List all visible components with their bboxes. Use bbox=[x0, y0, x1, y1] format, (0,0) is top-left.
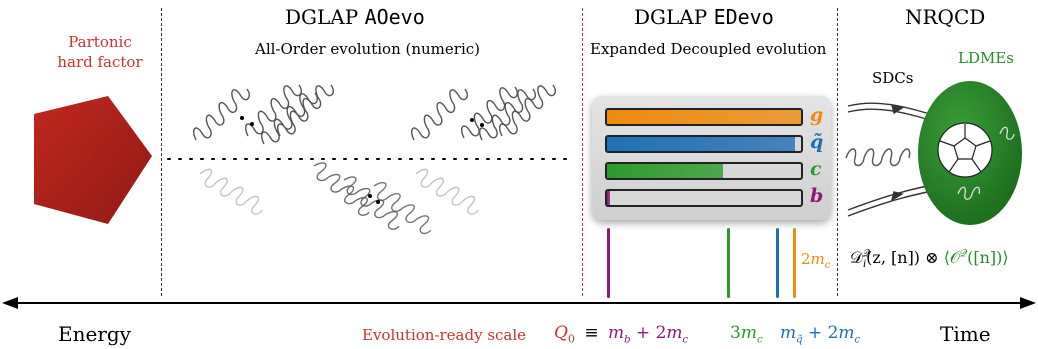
q0-symbol: Q bbox=[554, 323, 568, 343]
three-mc-sub: c bbox=[756, 334, 763, 346]
tick-mq-threshold bbox=[776, 228, 779, 298]
tick-2mc bbox=[793, 228, 796, 298]
channel-row bbox=[605, 189, 803, 207]
formula-args: (z, [n]) bbox=[866, 248, 921, 267]
ready-scale-label: Evolution-ready scale bbox=[362, 326, 527, 344]
mb-rest: + 2 bbox=[630, 323, 667, 343]
pentagon-icon bbox=[34, 96, 152, 224]
mb-expression: mb + 2mc bbox=[608, 323, 689, 346]
gluon-spring-icon bbox=[188, 78, 559, 237]
label-2mc-num: 2 bbox=[801, 250, 811, 268]
partonic-label-line1: Partonic bbox=[68, 33, 132, 51]
mq-m2: m bbox=[838, 323, 855, 343]
factorization-formula: 𝒟𝒬i(z, [n]) ⊗ ⟨𝒪𝒬([n])⟩ bbox=[850, 248, 1009, 270]
tick-b-threshold bbox=[607, 228, 610, 298]
channel-bar-fill bbox=[607, 191, 610, 205]
channel-bar-fill bbox=[607, 110, 801, 124]
label-2mc-sub: c bbox=[824, 260, 831, 271]
edevo-title: DGLAP EDevo bbox=[634, 5, 774, 29]
mq-sub2: c bbox=[854, 334, 861, 346]
channel-panel: g q̃ c b bbox=[592, 96, 831, 220]
dodecahedron-icon bbox=[937, 122, 993, 178]
formula-D-sup: 𝒬 bbox=[862, 248, 870, 260]
mq-m: m bbox=[780, 323, 797, 343]
mq-sub: q̃ bbox=[796, 334, 803, 346]
channel-row bbox=[605, 108, 803, 126]
formula-otimes: ⊗ bbox=[920, 248, 944, 267]
formula-ldme-open: ⟨𝒪 bbox=[943, 248, 960, 267]
energy-label: Energy bbox=[58, 322, 131, 346]
label-2mc: 2mc bbox=[801, 250, 830, 271]
mb-sub: b bbox=[624, 334, 631, 346]
mq-rest: + 2 bbox=[802, 323, 839, 343]
formula-ldme: ⟨𝒪𝒬([n])⟩ bbox=[944, 248, 1009, 267]
aoevo-evolution-graphic bbox=[167, 78, 575, 237]
formula-ldme-rest: ([n])⟩ bbox=[967, 248, 1009, 267]
formula-D: 𝒟 bbox=[850, 248, 863, 267]
channel-bar-fill bbox=[607, 164, 724, 178]
aoevo-title-code: AOevo bbox=[364, 5, 425, 29]
nrqcd-graphic bbox=[845, 81, 1022, 225]
divider-right bbox=[837, 8, 838, 296]
mb-m: m bbox=[608, 323, 625, 343]
aoevo-title: DGLAP AOevo bbox=[285, 5, 425, 29]
mb-sub2: c bbox=[682, 334, 689, 346]
gluon-spring-icon bbox=[845, 148, 911, 167]
channel-row bbox=[605, 135, 803, 153]
formula-ldme-sup: 𝒬 bbox=[959, 248, 968, 260]
edevo-title-prefix: DGLAP bbox=[634, 5, 708, 29]
q0-expression: Q0 ≡ mb + 2mc bbox=[554, 323, 688, 345]
label-2mc-m: m bbox=[810, 250, 825, 268]
tick-3mc bbox=[727, 228, 730, 298]
channel-label: g bbox=[810, 104, 824, 126]
edevo-title-code: EDevo bbox=[713, 5, 774, 29]
partonic-label: Partonic hard factor bbox=[50, 32, 150, 72]
edevo-subtitle: Expanded Decoupled evolution bbox=[590, 40, 827, 58]
three-mc-num: 3 bbox=[730, 323, 741, 343]
partonic-label-line2: hard factor bbox=[57, 53, 143, 71]
ldmes-label: LDMEs bbox=[958, 49, 1014, 67]
time-label: Time bbox=[940, 322, 991, 346]
aoevo-subtitle: All-Order evolution (numeric) bbox=[255, 40, 480, 58]
divider-middle bbox=[582, 8, 583, 296]
divider-left bbox=[161, 8, 162, 296]
three-mc-m: m bbox=[740, 323, 757, 343]
q0-sub: 0 bbox=[567, 332, 575, 346]
mb-m2: m bbox=[666, 323, 683, 343]
formula-D-sub: i bbox=[862, 259, 867, 271]
three-mc-expression: 3mc bbox=[730, 323, 763, 345]
nrqcd-title: NRQCD bbox=[905, 5, 986, 29]
energy-time-axis bbox=[2, 297, 1036, 309]
channel-bar-fill bbox=[607, 137, 796, 151]
aoevo-title-prefix: DGLAP bbox=[285, 5, 359, 29]
channel-label: c bbox=[810, 158, 822, 180]
channel-row bbox=[605, 162, 803, 180]
channel-label: q̃ bbox=[810, 131, 824, 153]
equiv-symbol: ≡ bbox=[584, 323, 599, 343]
channel-label: b bbox=[810, 185, 824, 207]
sdcs-label: SDCs bbox=[872, 69, 914, 87]
mq-expression: mq̃ + 2mc bbox=[780, 323, 860, 345]
